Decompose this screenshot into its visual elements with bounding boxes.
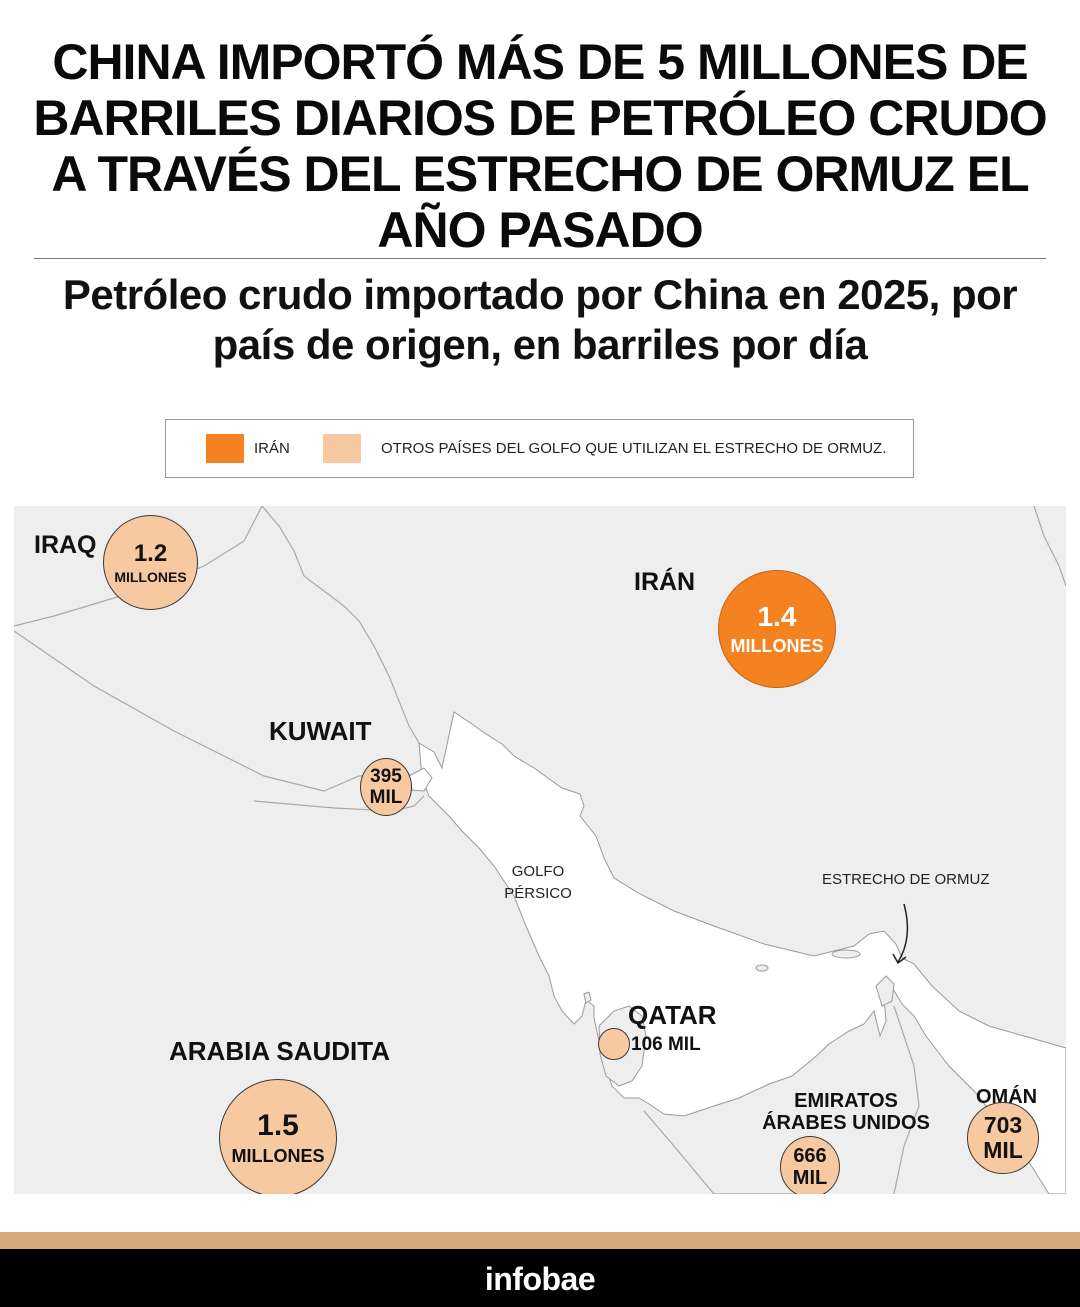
- water-label-strait: ESTRECHO DE ORMUZ: [822, 871, 990, 888]
- musandam-tip: [875, 975, 895, 1007]
- legend-swatch-iran: [206, 434, 244, 463]
- bubble-iraq: 1.2 MILLONES: [103, 515, 198, 610]
- border-uae-oman: [893, 1005, 920, 1194]
- border-iraq-iran: [261, 506, 420, 744]
- legend: IRÁN OTROS PAÍSES DEL GOLFO QUE UTILIZAN…: [165, 419, 914, 478]
- water-label-gulf: GOLFO PÉRSICO: [494, 861, 582, 905]
- uae-value: 666: [793, 1145, 827, 1167]
- country-label-iran: IRÁN: [634, 568, 696, 596]
- headline: CHINA IMPORTÓ MÁS DE 5 MILLONES DE BARRI…: [33, 34, 1047, 258]
- bahrain-island: [583, 991, 592, 1004]
- border-iran-east: [1033, 506, 1066, 587]
- saudi-unit: MILLONES: [231, 1146, 325, 1166]
- bubble-saudi: 1.5 MILLONES: [219, 1079, 337, 1194]
- bubble-qatar: [598, 1028, 630, 1060]
- saudi-value: 1.5: [257, 1109, 299, 1142]
- uae-name-line1: EMIRATOS: [794, 1090, 898, 1112]
- title-divider: [34, 258, 1046, 259]
- subtitle: Petróleo crudo importado por China en 20…: [62, 271, 1018, 368]
- country-label-saudi: ARABIA SAUDITA: [169, 1036, 390, 1066]
- country-label-oman: OMÁN: [976, 1086, 1038, 1108]
- bubble-kuwait: 395 MIL: [360, 758, 412, 816]
- footer: infobae: [0, 1249, 1080, 1307]
- legend-label-iran: IRÁN: [254, 440, 290, 457]
- legend-swatch-other: [323, 434, 361, 463]
- border-iraq-saudi: [14, 630, 410, 792]
- oman-unit: MIL: [983, 1137, 1023, 1163]
- country-label-qatar: QATAR: [628, 1000, 717, 1030]
- country-label-kuwait: KUWAIT: [269, 716, 372, 746]
- gulf-label-line2: PÉRSICO: [504, 885, 572, 902]
- qatar-value: 106 MIL: [631, 1034, 701, 1055]
- gulf-label-line1: GOLFO: [511, 863, 565, 880]
- iraq-value: 1.2: [133, 539, 168, 567]
- uae-name-line2: ÁRABES UNIDOS: [762, 1112, 930, 1134]
- strait-arrow: [892, 903, 909, 964]
- gulf-map: IRAQ IRÁN KUWAIT QATAR 106 MIL ARABIA SA…: [14, 506, 1066, 1194]
- country-label-iraq: IRAQ: [34, 531, 97, 559]
- kuwait-unit: MIL: [369, 787, 403, 808]
- country-label-uae: EMIRATOS ÁRABES UNIDOS: [746, 1090, 946, 1134]
- iran-unit: MILLONES: [730, 636, 824, 656]
- bubble-oman: 703 MIL: [967, 1102, 1039, 1174]
- bubble-iran: 1.4 MILLONES: [718, 570, 836, 688]
- uae-unit: MIL: [792, 1167, 828, 1189]
- border-saudi-uae: [643, 1110, 715, 1194]
- persian-gulf-water: [418, 711, 1066, 1194]
- island-kish: [755, 964, 769, 972]
- brand-logo: infobae: [484, 1261, 596, 1297]
- iraq-unit: MILLONES: [114, 568, 187, 585]
- island-qeshm: [831, 949, 861, 959]
- legend-label-other: OTROS PAÍSES DEL GOLFO QUE UTILIZAN EL E…: [381, 440, 887, 457]
- oman-value: 703: [983, 1112, 1023, 1138]
- bubble-uae: 666 MIL: [780, 1136, 840, 1194]
- kuwait-value: 395: [370, 766, 402, 787]
- iran-value: 1.4: [757, 601, 797, 632]
- accent-band: [0, 1232, 1080, 1249]
